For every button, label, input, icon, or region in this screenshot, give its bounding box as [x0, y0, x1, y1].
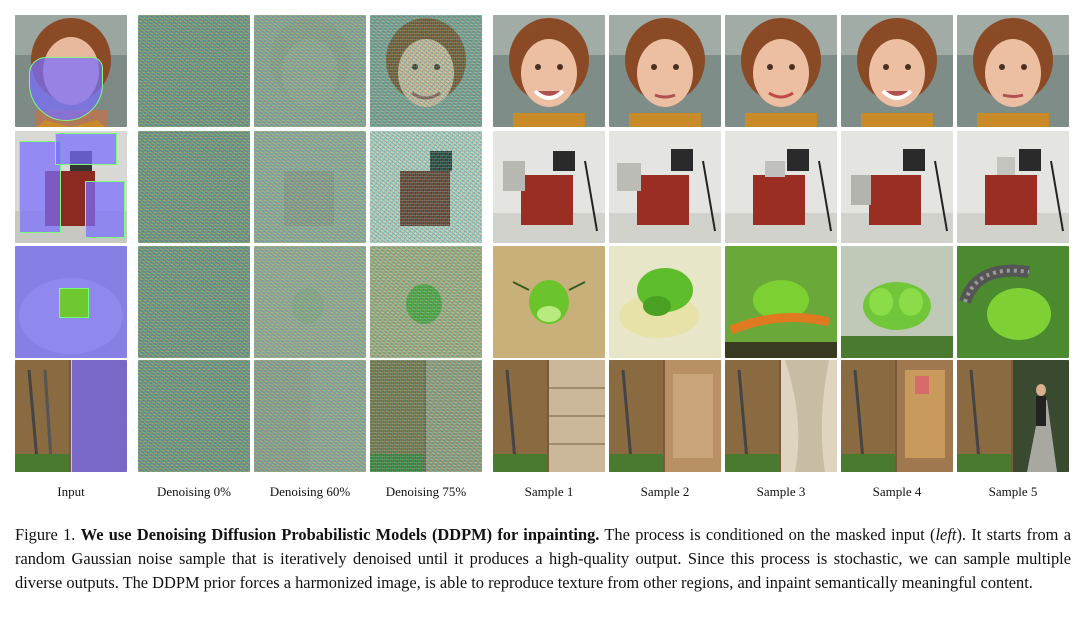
- column-label-denoise-0: Denoising 0%: [156, 484, 232, 499]
- tile-face-sample-5: [957, 15, 1069, 127]
- caption-italic: left: [935, 525, 957, 544]
- tile-storage-sample-4: [841, 360, 953, 472]
- tile-insect-sample-4: [841, 246, 953, 358]
- tile-face-denoise-0: [138, 15, 250, 127]
- caption-text-1: The process is conditioned on the masked…: [599, 525, 936, 544]
- tile-face-sample-3: [725, 15, 837, 127]
- tile-lab-denoise-75: [370, 131, 482, 243]
- tile-lab-sample-3: [725, 131, 837, 243]
- column-label-denoise-75: Denoising 75%: [385, 484, 467, 499]
- column-label-sample-5: Sample 5: [988, 484, 1038, 499]
- mask-region: [29, 57, 103, 121]
- tile-insect-input: [15, 246, 127, 358]
- column-label-input: Input: [57, 484, 85, 499]
- tile-lab-sample-2: [609, 131, 721, 243]
- tile-lab-denoise-60: [254, 131, 366, 243]
- tile-storage-sample-1: [493, 360, 605, 472]
- column-label-sample-3: Sample 3: [756, 484, 806, 499]
- column-label-denoise-60: Denoising 60%: [269, 484, 351, 499]
- tile-face-denoise-60: [254, 15, 366, 127]
- tile-insect-sample-2: [609, 246, 721, 358]
- tile-storage-input: [15, 360, 127, 472]
- tile-lab-sample-1: [493, 131, 605, 243]
- column-label-sample-2: Sample 2: [640, 484, 690, 499]
- mask-region: [71, 360, 127, 472]
- tile-face-sample-2: [609, 15, 721, 127]
- tile-storage-denoise-60: [254, 360, 366, 472]
- tile-face-sample-1: [493, 15, 605, 127]
- caption-title: We use Denoising Diffusion Probabilistic…: [80, 525, 600, 544]
- column-label-sample-1: Sample 1: [524, 484, 574, 499]
- tile-lab-sample-4: [841, 131, 953, 243]
- tile-storage-denoise-0: [138, 360, 250, 472]
- tile-face-input: [15, 15, 127, 127]
- tile-face-sample-4: [841, 15, 953, 127]
- column-label-sample-4: Sample 4: [872, 484, 922, 499]
- tile-storage-sample-2: [609, 360, 721, 472]
- figure-caption: Figure 1. We use Denoising Diffusion Pro…: [15, 523, 1071, 595]
- mask-region: [19, 141, 61, 233]
- tile-lab-sample-5: [957, 131, 1069, 243]
- tile-insect-denoise-60: [254, 246, 366, 358]
- tile-lab-input: [15, 131, 127, 243]
- figure-label: Figure 1.: [15, 525, 76, 544]
- visible-patch: [59, 288, 89, 318]
- tile-insect-sample-1: [493, 246, 605, 358]
- tile-storage-sample-3: [725, 360, 837, 472]
- tile-face-denoise-75: [370, 15, 482, 127]
- tile-insect-denoise-75: [370, 246, 482, 358]
- tile-insect-sample-5: [957, 246, 1069, 358]
- tile-insect-denoise-0: [138, 246, 250, 358]
- tile-lab-denoise-0: [138, 131, 250, 243]
- caption-text-2: ). It starts from a random Gaussian nois…: [15, 525, 1071, 592]
- tile-insect-sample-3: [725, 246, 837, 358]
- tile-storage-sample-5: [957, 360, 1069, 472]
- tile-storage-denoise-75: [370, 360, 482, 472]
